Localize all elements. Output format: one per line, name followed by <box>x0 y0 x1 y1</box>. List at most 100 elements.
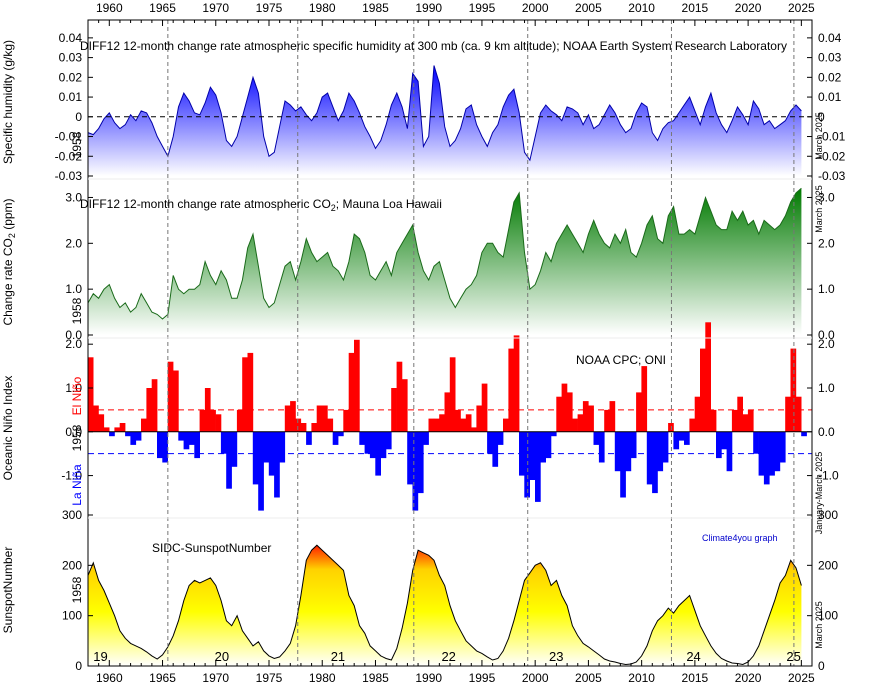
oni-bar <box>215 414 222 432</box>
oni-bar <box>385 431 392 450</box>
humidity-title: DIFF12 12-month change rate atmospheric … <box>80 39 787 53</box>
sunspot-area <box>88 545 802 666</box>
oni-bar <box>700 348 706 432</box>
x-tick-label-top: 1965 <box>149 1 176 15</box>
oni-bar <box>620 431 626 498</box>
co2-end-label: March 2025 <box>814 185 824 233</box>
cycle-label: 21 <box>331 649 345 664</box>
oni-ylabel-main: Oceanic Niño Index <box>1 376 15 481</box>
oni-bar <box>306 431 312 445</box>
oni-bar <box>598 431 605 463</box>
oni-y-tick-label-right: 0.0 <box>818 425 835 439</box>
oni-bar <box>726 431 733 472</box>
oni-bar <box>428 418 435 432</box>
oni-bar <box>742 414 749 432</box>
oni-y-tick-label-right: 2.0 <box>818 337 835 351</box>
humidity-y-tick-label-left: 0.03 <box>59 51 83 65</box>
oni-bar <box>109 431 115 437</box>
cycle-label: 22 <box>441 649 455 664</box>
oni-bar <box>731 409 738 432</box>
x-tick-label-bottom: 1970 <box>202 671 229 685</box>
oni-bar <box>737 396 743 432</box>
oni-bar <box>284 405 291 432</box>
oni-bar <box>103 427 110 432</box>
panel-sunspot <box>87 544 802 666</box>
x-tick-label-bottom: 1985 <box>362 671 389 685</box>
oni-bar <box>497 431 504 445</box>
oni-bar <box>652 431 658 494</box>
sunspot-ylabel-main: SunspotNumber <box>1 547 15 634</box>
oni-bar <box>162 431 168 463</box>
oni-bar <box>540 431 546 463</box>
oni-bar <box>173 370 179 432</box>
label-layer: Specific humidity (g/kg) Change rate CO2 … <box>1 39 824 664</box>
panel-humidity <box>87 65 812 176</box>
oni-bar <box>689 418 696 432</box>
oni-bar <box>705 322 711 432</box>
oni-bar <box>774 431 781 472</box>
co2-area <box>88 188 802 335</box>
oni-bar <box>226 431 232 489</box>
oni-bar <box>369 431 376 459</box>
x-tick-label-bottom: 1960 <box>96 671 123 685</box>
cycle-label: 23 <box>549 649 563 664</box>
humidity-y-tick-label-right: 0.01 <box>818 90 842 104</box>
oni-bar <box>338 431 344 437</box>
co2-ylabel-sub: 2 <box>7 233 17 238</box>
x-tick-label-bottom: 2025 <box>788 671 815 685</box>
sunspot-ylabel: SunspotNumber <box>1 547 15 634</box>
humidity-ylabel: Specific humidity (g/kg) <box>1 40 15 164</box>
oni-bar <box>471 427 477 432</box>
oni-y-tick-label-right: -1.0 <box>818 469 839 483</box>
oni-bar <box>316 405 323 432</box>
oni-bar <box>577 414 584 432</box>
oni-bar <box>673 431 680 450</box>
oni-bar <box>795 396 802 432</box>
oni-bar <box>391 388 397 432</box>
oni-bar <box>417 431 424 494</box>
co2-series-line <box>87 187 802 320</box>
x-tick-label-top: 1980 <box>309 1 336 15</box>
oni-bar <box>322 405 328 432</box>
oni-bar <box>487 431 493 454</box>
oni-bar <box>167 361 174 432</box>
humidity-y-tick-label-left: 0.02 <box>59 70 83 84</box>
oni-bar <box>535 431 541 502</box>
oni-bar <box>716 431 722 459</box>
x-tick-label-top: 1975 <box>256 1 283 15</box>
oni-bar <box>359 431 365 445</box>
co2-ylabel-main: Change rate CO <box>1 238 15 325</box>
oni-bar <box>710 409 717 432</box>
x-tick-label-top: 1990 <box>415 1 442 15</box>
oni-bar <box>566 392 573 432</box>
co2-title: DIFF12 12-month change rate atmospheric … <box>80 197 442 213</box>
oni-bar <box>614 431 621 472</box>
oni-bar <box>572 418 578 432</box>
humidity-start-label: 1958 <box>70 131 84 158</box>
oni-bar <box>194 431 200 459</box>
oni-bar <box>785 396 791 432</box>
oni-bar <box>199 409 206 432</box>
co2-y-tick-label-left: 1.0 <box>65 282 82 296</box>
x-tick-label-bottom: 1965 <box>149 671 176 685</box>
x-tick-label-top: 2015 <box>682 1 709 15</box>
panel-oni <box>87 322 812 511</box>
sunspot-y-tick-label-left: 200 <box>62 558 82 572</box>
oni-bar <box>343 409 349 432</box>
oni-y-tick-label-left: 2.0 <box>65 337 82 351</box>
humidity-y-tick-label-left: -0.01 <box>55 130 83 144</box>
oni-bar <box>513 335 520 432</box>
oni-start-label: 1958 <box>70 424 84 451</box>
oni-bar <box>263 431 270 463</box>
oni-bar <box>588 405 594 432</box>
co2-ylabel: Change rate CO2 (ppm) <box>1 198 17 325</box>
oni-bar <box>236 409 243 432</box>
oni-bar <box>449 357 456 432</box>
cycle-label: 20 <box>215 649 229 664</box>
sunspot-y-tick-label-right: 0 <box>818 659 825 673</box>
co2-y-tick-label-right: 2.0 <box>818 236 835 250</box>
oni-bar <box>348 352 355 432</box>
oni-bar <box>130 431 137 445</box>
oni-bar <box>657 431 664 472</box>
